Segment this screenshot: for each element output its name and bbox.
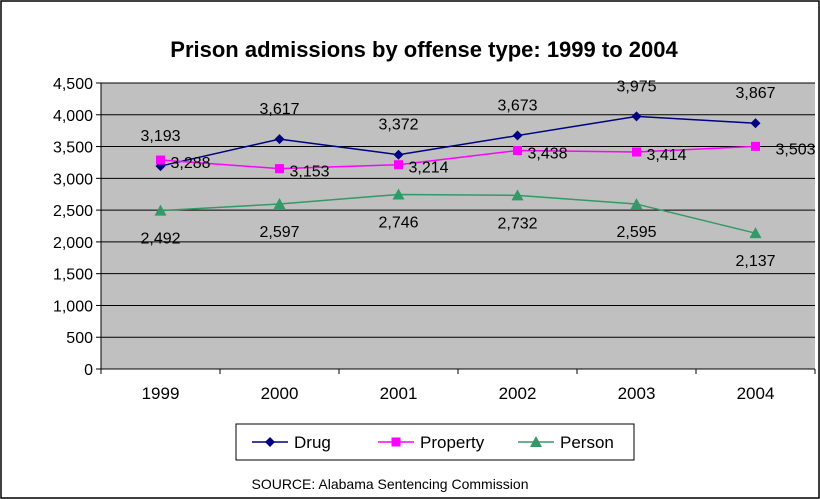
data-label-drug: 3,673 (497, 98, 537, 115)
data-point-property (513, 145, 522, 155)
data-point-person (154, 204, 167, 216)
legend-marker-property (391, 437, 401, 447)
plot-area (101, 83, 815, 369)
x-tick-label: 2001 (380, 384, 418, 403)
legend-label-person: Person (560, 433, 614, 452)
y-tick-label: 4,000 (53, 108, 93, 125)
chart-title: Prison admissions by offense type: 1999 … (170, 37, 678, 62)
data-label-person: 2,746 (378, 214, 418, 231)
legend: Drug Property Person (235, 423, 635, 461)
data-point-person (511, 189, 524, 201)
legend-label-drug: Drug (294, 433, 331, 452)
data-label-property: 3,214 (408, 160, 448, 177)
axes: 0 500 1,000 1,500 2,000 2,500 3,000 3,500 4,000 4… (53, 76, 816, 403)
series-line-property (160, 145, 756, 170)
data-point-property (275, 164, 284, 174)
y-tick-label: 2,000 (53, 235, 93, 252)
y-tick-label: 3,500 (53, 140, 93, 157)
x-tick-label: 2003 (618, 384, 656, 403)
y-tick-label: 1,000 (53, 298, 93, 315)
data-point-property (632, 147, 641, 157)
data-label-property: 3,503 (775, 141, 815, 158)
series-line-person (160, 193, 756, 234)
y-tick-label: 3,000 (53, 171, 93, 188)
data-label-person: 2,137 (735, 253, 775, 270)
data-point-drug (274, 134, 285, 145)
data-label-property: 3,438 (527, 145, 567, 162)
data-point-person (749, 227, 762, 239)
x-tick-label: 2000 (261, 384, 299, 403)
data-point-drug (393, 149, 404, 160)
data-label-drug: 3,617 (259, 101, 299, 118)
legend-label-property: Property (420, 433, 485, 452)
y-tick-label: 2,500 (53, 203, 93, 220)
data-point-person (392, 188, 405, 200)
legend-box (235, 423, 635, 461)
data-point-property (394, 160, 403, 170)
y-tick-label: 1,500 (53, 267, 93, 284)
data-point-property (156, 155, 165, 165)
data-label-drug: 3,867 (735, 85, 775, 102)
y-tick-label: 4,500 (53, 76, 93, 93)
series-lines (154, 111, 762, 239)
source-note: SOURCE: Alabama Sentencing Commission (251, 476, 528, 492)
data-point-drug (631, 111, 642, 122)
data-point-person (273, 197, 286, 209)
gridlines (101, 82, 815, 338)
data-point-drug (750, 118, 761, 129)
data-point-person (630, 198, 643, 210)
x-tick-label: 2002 (499, 384, 537, 403)
data-label-drug: 3,372 (378, 117, 418, 134)
y-tick-label: 0 (84, 362, 93, 379)
data-label-drug: 3,193 (140, 128, 180, 145)
data-label-person: 2,732 (497, 215, 537, 232)
data-label-person: 2,597 (259, 224, 299, 241)
y-tick-label: 500 (66, 330, 93, 347)
series-line-drug (160, 115, 756, 167)
data-point-drug (512, 130, 523, 141)
data-point-property (751, 141, 760, 151)
data-label-property: 3,288 (170, 155, 210, 172)
x-tick-label: 2004 (737, 384, 775, 403)
data-label-drug: 3,975 (616, 78, 656, 95)
legend-marker-person (530, 436, 542, 447)
data-label-person: 2,492 (140, 231, 180, 248)
data-label-property: 3,153 (289, 164, 329, 181)
legend-marker-drug (265, 437, 275, 447)
data-labels: 3,193 3,617 3,372 3,673 3,975 3,867 3,288 3,153… (140, 78, 815, 270)
data-label-property: 3,414 (646, 147, 686, 164)
data-label-person: 2,595 (616, 224, 656, 241)
x-tick-label: 1999 (142, 384, 180, 403)
